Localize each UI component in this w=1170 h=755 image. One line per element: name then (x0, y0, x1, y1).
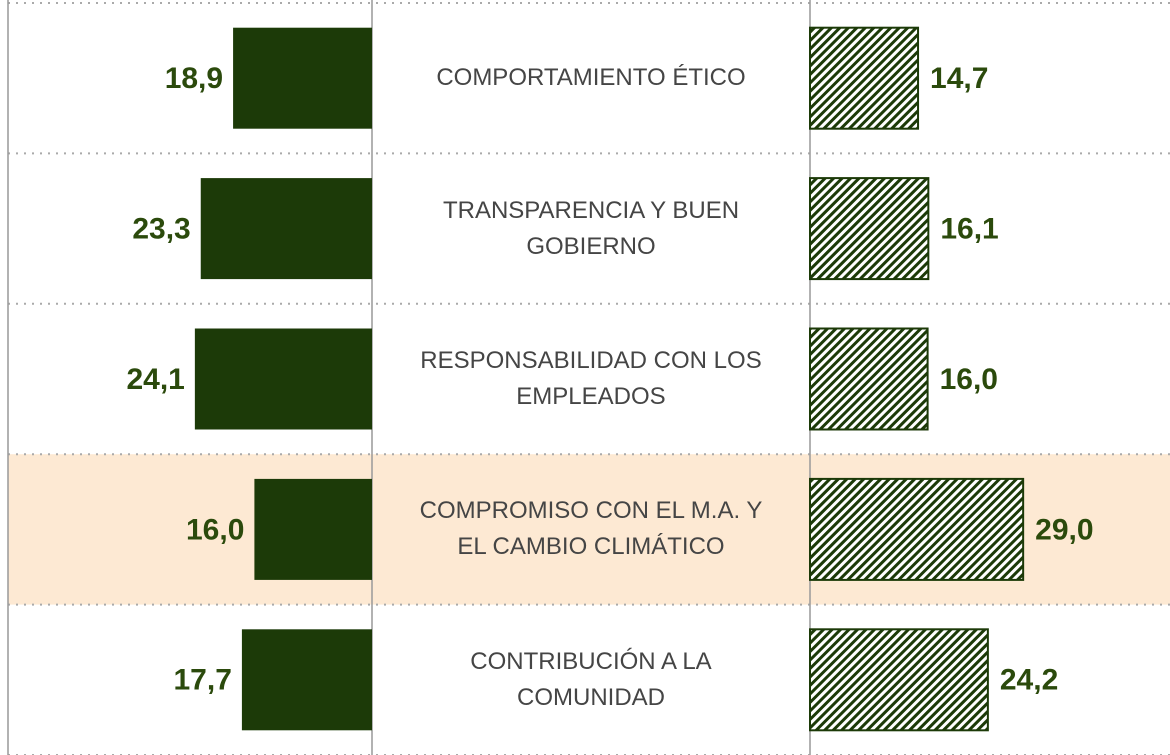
value-label: 18,9 (165, 62, 223, 95)
value-label: 24,2 (1000, 664, 1058, 697)
value-label: 14,7 (930, 62, 988, 95)
value-label: 24,1 (126, 363, 184, 396)
bar (233, 27, 372, 129)
category-label: COMPROMISO CON EL M.A. Y EL CAMBIO CLIMÁ… (419, 497, 763, 561)
value-label: 16,0 (940, 363, 998, 396)
value-label: 16,0 (186, 513, 244, 546)
bar (200, 178, 372, 280)
bar (241, 629, 372, 731)
category-label: COMPORTAMIENTO ÉTICO (436, 64, 746, 92)
bar (809, 327, 929, 431)
bar (254, 478, 372, 580)
bar (809, 477, 1025, 581)
category-label: CONTRIBUCIÓN A LA COMUNIDAD (470, 647, 712, 711)
category-label: TRANSPARENCIA Y BUEN GOBIERNO (442, 196, 740, 260)
value-label: 17,7 (174, 664, 232, 697)
bar (194, 328, 372, 430)
bar (809, 628, 989, 732)
value-label: 23,3 (132, 213, 190, 246)
value-label: 29,0 (1035, 513, 1093, 546)
bar (809, 177, 930, 281)
category-label: RESPONSABILIDAD CON LOS EMPLEADOS (420, 346, 762, 410)
value-label: 16,1 (940, 213, 998, 246)
bar (809, 26, 920, 130)
